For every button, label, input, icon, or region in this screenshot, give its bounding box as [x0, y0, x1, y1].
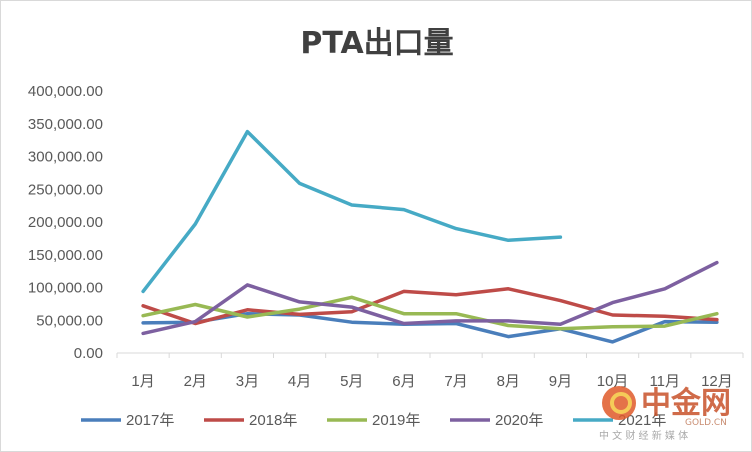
x-tick-label: 1月 [131, 373, 154, 390]
y-tick-label: 400,000.00 [28, 83, 103, 100]
y-axis: 0.00 50,000.00 100,000.00 150,000.00 200,000… [28, 83, 103, 362]
series-line-5 [141, 129, 563, 294]
x-tick-label: 4月 [288, 373, 311, 390]
y-tick-label: 100,000.00 [28, 280, 103, 297]
watermark-brand: 中金网 [641, 386, 731, 421]
legend-label: 2020年 [495, 412, 543, 429]
y-tick-label: 300,000.00 [28, 149, 103, 166]
x-tick-label: 7月 [444, 373, 467, 390]
x-tick-label: 6月 [392, 373, 415, 390]
series-line-4 [141, 260, 719, 336]
x-tick-label: 8月 [497, 373, 520, 390]
y-tick-label: 250,000.00 [28, 181, 103, 198]
series-line-2 [141, 287, 719, 326]
x-tick-label: 12月 [701, 373, 733, 390]
y-tick-label: 350,000.00 [28, 116, 103, 133]
watermark-slogan: 中 文 财 经 新 媒 体 [599, 429, 688, 442]
series-line-3 [141, 295, 719, 331]
legend: 2017年 2018年 2019年 2020年 2021年 [81, 412, 666, 429]
chart-title: PTA出口量 [300, 26, 453, 61]
x-axis: 1月 2月 3月 4月 5月 6月 7月 8月 9月 10月 11月 12月 [116, 352, 744, 390]
x-tick-label: 5月 [340, 373, 363, 390]
y-tick-label: 200,000.00 [28, 214, 103, 231]
x-tick-label: 2月 [184, 373, 207, 390]
series-layer [141, 129, 719, 344]
legend-label: 2021年 [618, 412, 666, 429]
y-tick-label: 150,000.00 [28, 247, 103, 264]
x-tick-label: 10月 [597, 373, 629, 390]
x-tick-label: 11月 [649, 373, 680, 390]
legend-label: 2017年 [126, 412, 174, 429]
legend-label: 2018年 [249, 412, 297, 429]
x-tick-label: 3月 [236, 373, 259, 390]
watermark-url: GOLD.CN [685, 418, 727, 428]
legend-label: 2019年 [372, 412, 420, 429]
watermark: 中金网 GOLD.CN 中 文 财 经 新 媒 体 [599, 386, 731, 442]
y-tick-label: 50,000.00 [36, 312, 103, 329]
watermark-logo-swirl-icon [610, 392, 632, 414]
y-tick-label: 0.00 [74, 345, 103, 362]
x-tick-label: 9月 [549, 373, 572, 390]
